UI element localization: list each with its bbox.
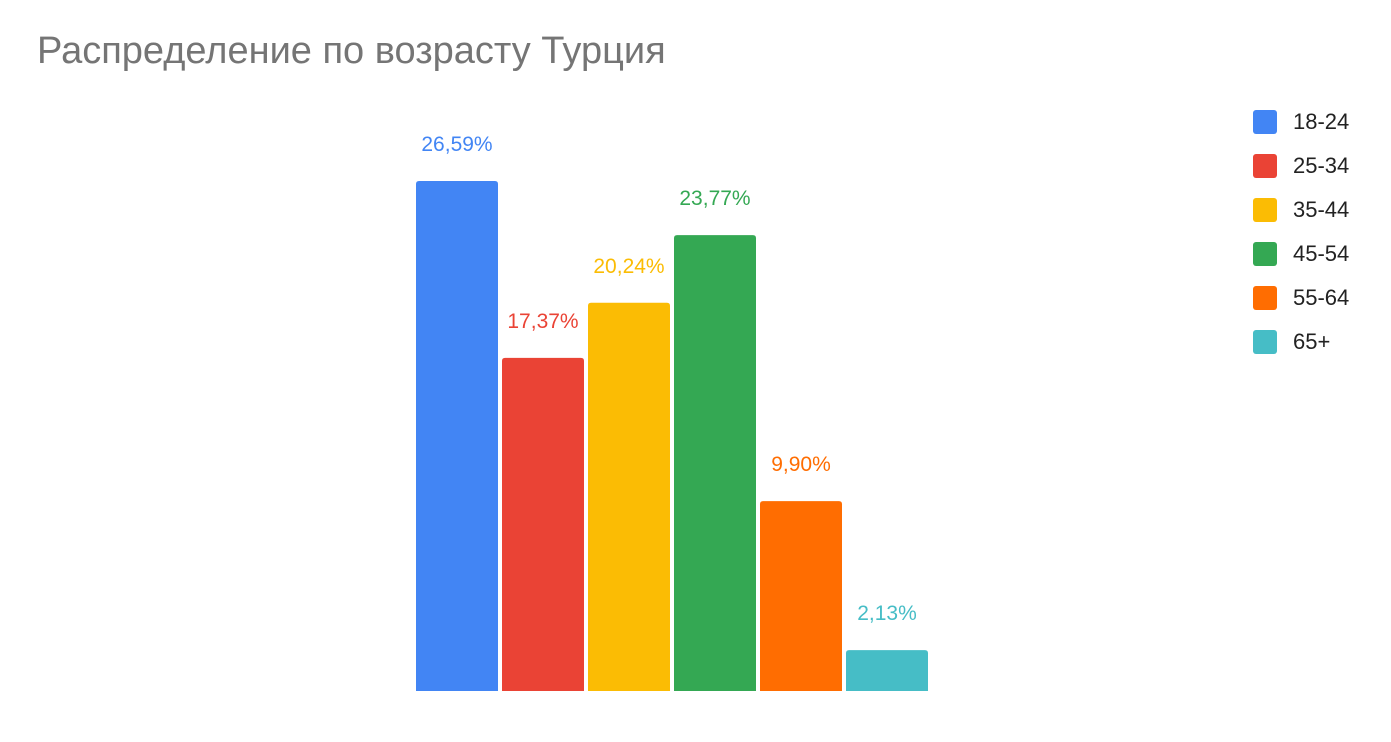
legend-swatch (1253, 242, 1277, 266)
legend-swatch (1253, 110, 1277, 134)
bar-25-34 (502, 357, 584, 691)
legend-item-65+: 65+ (1253, 320, 1383, 364)
legend-label: 45-54 (1293, 241, 1350, 266)
bars-layer (416, 181, 928, 691)
legend-label: 55-64 (1293, 285, 1350, 310)
legend-item-55-64: 55-64 (1253, 276, 1383, 320)
bar-45-54 (674, 235, 756, 691)
value-labels-layer: 26,59% 17,37% 20,24% 23,77% 9,90% 2,13% (421, 133, 916, 625)
value-label-25-34: 17,37% (507, 310, 578, 333)
chart-title: Распределение по возрасту Турция (37, 30, 666, 72)
value-label-18-24: 26,59% (421, 133, 492, 156)
legend-label: 35-44 (1293, 197, 1350, 222)
legend-swatch (1253, 330, 1277, 354)
legend-label: 65+ (1293, 329, 1331, 354)
legend-label: 18-24 (1293, 109, 1350, 134)
value-label-65+: 2,13% (857, 602, 917, 625)
legend-item-18-24: 18-24 (1253, 100, 1383, 144)
legend-swatch (1253, 198, 1277, 222)
legend-item-25-34: 25-34 (1253, 144, 1383, 188)
bar-35-44 (588, 302, 670, 691)
legend: 18-24 25-34 35-44 45-54 55-64 65+ (1253, 100, 1383, 364)
bar-18-24 (416, 181, 498, 691)
legend-item-45-54: 45-54 (1253, 232, 1383, 276)
bar-55-64 (760, 501, 842, 691)
value-label-55-64: 9,90% (771, 453, 831, 476)
legend-swatch (1253, 154, 1277, 178)
legend-item-35-44: 35-44 (1253, 188, 1383, 232)
value-label-45-54: 23,77% (679, 187, 750, 210)
value-label-35-44: 20,24% (593, 255, 664, 278)
bar-65+ (846, 650, 928, 691)
legend-label: 25-34 (1293, 153, 1350, 178)
legend-swatch (1253, 286, 1277, 310)
